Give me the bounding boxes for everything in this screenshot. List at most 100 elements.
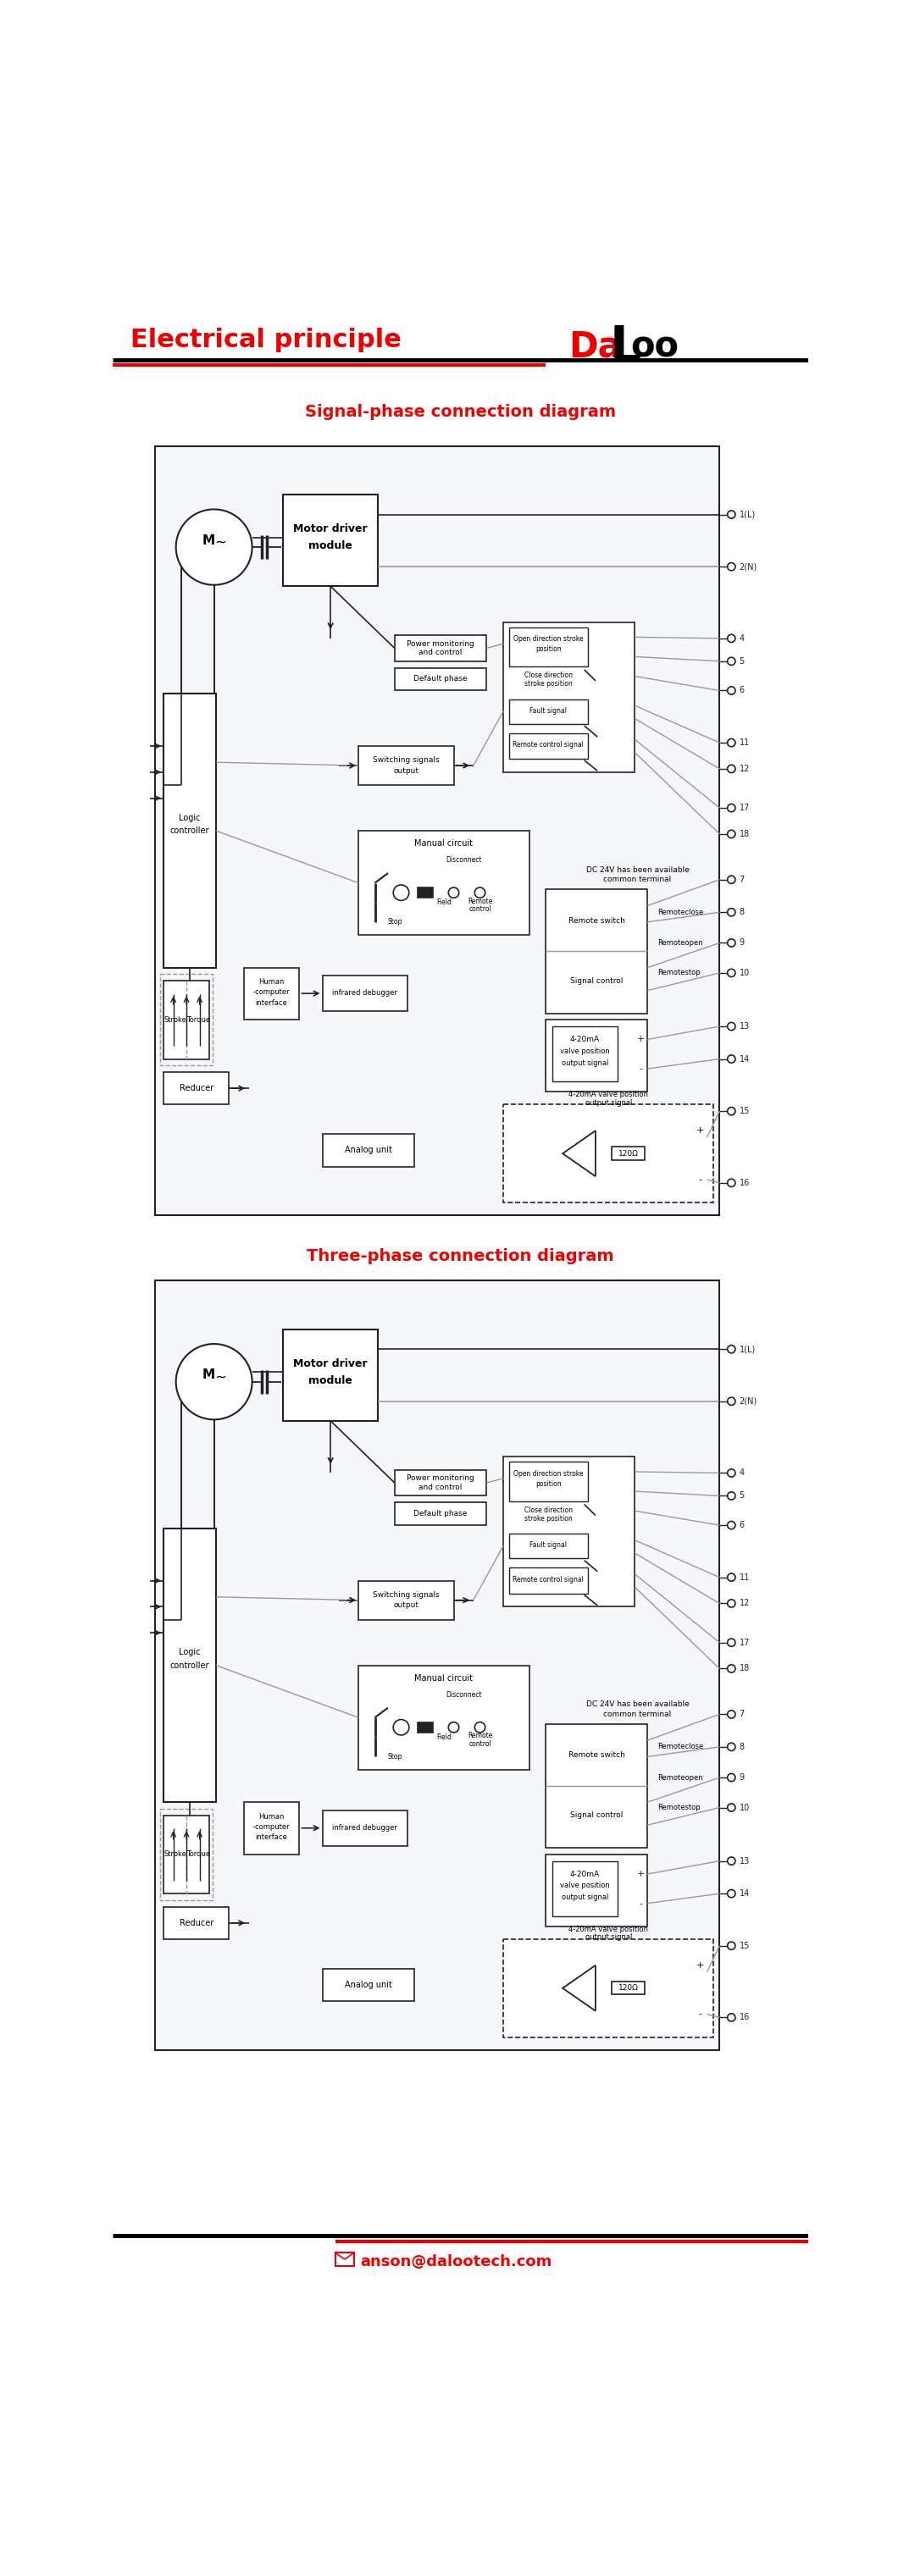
Bar xyxy=(509,734,587,760)
Circle shape xyxy=(727,1574,735,1582)
Text: and control: and control xyxy=(418,649,462,657)
Text: stroke position: stroke position xyxy=(524,680,572,688)
Bar xyxy=(160,1808,213,1901)
Text: 4-20mA: 4-20mA xyxy=(570,1870,600,1878)
Circle shape xyxy=(727,1664,735,1672)
Circle shape xyxy=(727,562,735,572)
Text: 1(L): 1(L) xyxy=(739,1345,755,1352)
Circle shape xyxy=(727,1108,735,1115)
Text: controller: controller xyxy=(170,1662,209,1669)
Text: 8: 8 xyxy=(739,907,744,917)
Bar xyxy=(612,1981,645,1994)
Text: 9: 9 xyxy=(739,1772,744,1783)
Circle shape xyxy=(727,1468,735,1476)
Bar xyxy=(509,1463,587,1502)
Text: valve position: valve position xyxy=(560,1883,610,1891)
Text: Stop: Stop xyxy=(387,917,402,925)
Bar xyxy=(322,1133,414,1167)
Text: control: control xyxy=(469,904,491,912)
Text: Open direction stroke: Open direction stroke xyxy=(513,1471,583,1479)
Text: Remote: Remote xyxy=(468,1731,492,1739)
Circle shape xyxy=(727,1056,735,1064)
Text: 4-20mA: 4-20mA xyxy=(570,1036,600,1043)
Text: 13: 13 xyxy=(739,1023,750,1030)
Bar xyxy=(243,1803,299,1855)
Bar xyxy=(394,667,487,690)
Bar xyxy=(509,1569,587,1595)
Text: 9: 9 xyxy=(739,938,744,948)
Text: Open direction stroke: Open direction stroke xyxy=(513,636,583,644)
Text: 17: 17 xyxy=(739,804,750,811)
Bar xyxy=(504,1940,714,2038)
Text: Switching signals: Switching signals xyxy=(373,1592,439,1600)
Text: 6: 6 xyxy=(739,685,744,696)
Text: +: + xyxy=(637,1870,645,1878)
Text: 12: 12 xyxy=(739,1600,750,1607)
Text: Human: Human xyxy=(259,979,285,987)
Text: Remote switch: Remote switch xyxy=(568,1752,625,1759)
Circle shape xyxy=(727,909,735,917)
Circle shape xyxy=(727,1803,735,1811)
Text: Manual circuit: Manual circuit xyxy=(415,840,473,848)
Circle shape xyxy=(176,1345,252,1419)
Bar xyxy=(155,1280,719,2050)
Bar xyxy=(546,1020,647,1092)
Text: M: M xyxy=(202,1368,216,1381)
Text: 4: 4 xyxy=(739,1468,744,1476)
Circle shape xyxy=(727,940,735,948)
Text: 18: 18 xyxy=(739,829,750,837)
Text: position: position xyxy=(535,647,561,654)
Bar xyxy=(546,1723,647,1847)
Bar xyxy=(418,889,434,899)
Bar xyxy=(552,1860,618,1917)
Text: Torque: Torque xyxy=(187,1015,210,1023)
Text: 17: 17 xyxy=(739,1638,750,1646)
Bar xyxy=(612,1146,645,1159)
Text: module: module xyxy=(309,541,353,551)
Text: 6: 6 xyxy=(739,1520,744,1530)
Text: Remoteclose: Remoteclose xyxy=(657,1744,703,1752)
Text: DC 24V has been available: DC 24V has been available xyxy=(585,866,689,873)
Bar xyxy=(322,1811,408,1847)
Text: Remote control signal: Remote control signal xyxy=(513,742,584,750)
Bar xyxy=(163,1906,229,1940)
Text: Da: Da xyxy=(568,330,621,363)
Text: -: - xyxy=(699,2009,702,2020)
Bar xyxy=(552,1025,618,1082)
Bar xyxy=(394,636,487,662)
Circle shape xyxy=(727,876,735,884)
Text: 7: 7 xyxy=(739,1710,744,1718)
Bar xyxy=(322,976,408,1012)
Circle shape xyxy=(727,1023,735,1030)
Text: Switching signals: Switching signals xyxy=(373,757,439,765)
Text: Signal control: Signal control xyxy=(570,976,623,984)
Text: 14: 14 xyxy=(739,1054,750,1064)
Circle shape xyxy=(727,1492,735,1499)
Circle shape xyxy=(727,634,735,641)
Text: and control: and control xyxy=(418,1484,462,1492)
Text: control: control xyxy=(469,1739,491,1747)
Text: 7: 7 xyxy=(739,876,744,884)
Text: Stop: Stop xyxy=(387,1752,402,1759)
Text: 8: 8 xyxy=(739,1741,744,1752)
Bar xyxy=(163,1072,229,1105)
Circle shape xyxy=(727,1891,735,1899)
Text: 120Ω: 120Ω xyxy=(618,1149,638,1157)
Circle shape xyxy=(727,804,735,811)
Circle shape xyxy=(727,510,735,518)
Text: anson@dalootech.com: anson@dalootech.com xyxy=(360,2254,552,2269)
Bar xyxy=(546,889,647,1012)
Circle shape xyxy=(727,1857,735,1865)
Text: 10: 10 xyxy=(739,969,750,976)
Text: interface: interface xyxy=(255,1834,287,1842)
Text: Remote: Remote xyxy=(468,896,492,904)
Text: DC 24V has been available: DC 24V has been available xyxy=(585,1700,689,1708)
Bar xyxy=(509,1533,587,1558)
Circle shape xyxy=(727,1942,735,1950)
Text: 15: 15 xyxy=(739,1942,750,1950)
Text: 15: 15 xyxy=(739,1108,750,1115)
Bar xyxy=(504,621,635,773)
Text: Remotestop: Remotestop xyxy=(657,969,700,976)
Text: Torque: Torque xyxy=(187,1850,210,1857)
Text: -computer: -computer xyxy=(253,1824,290,1832)
